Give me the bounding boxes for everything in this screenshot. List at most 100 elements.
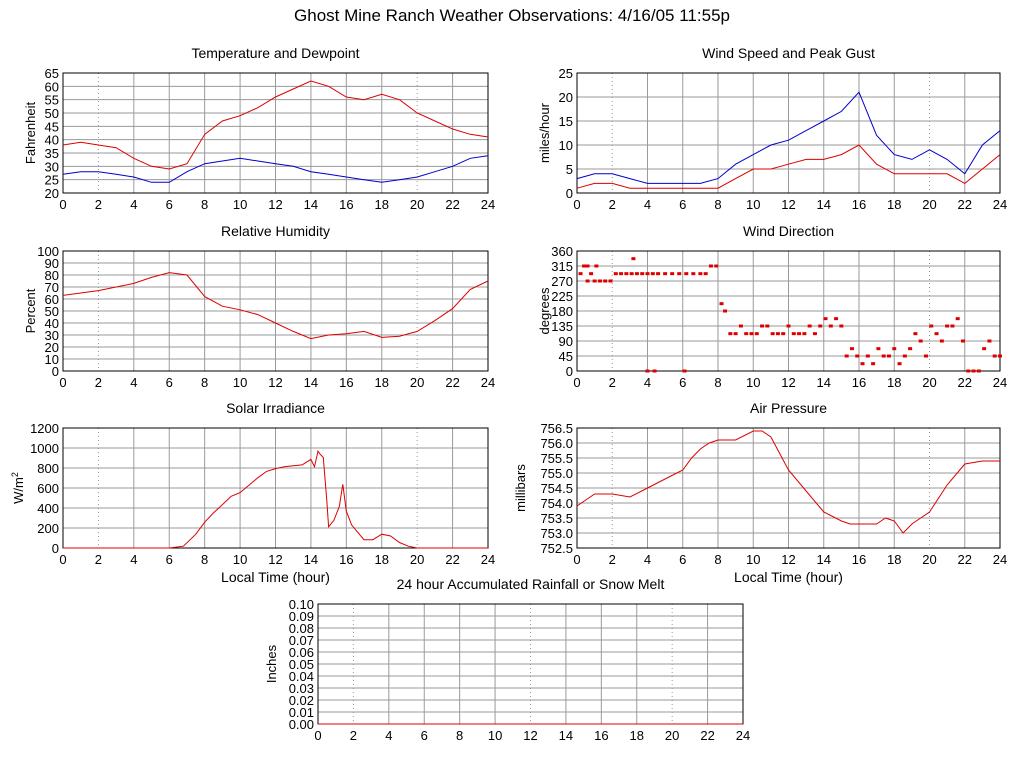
temp-ytick-label: 60 — [45, 79, 59, 94]
rain-ytick-label: 0.10 — [289, 597, 314, 612]
solar-xtick-label: 18 — [375, 552, 389, 567]
pressure-ytick-label: 755.0 — [540, 466, 573, 481]
pressure-xtick-label: 22 — [958, 552, 972, 567]
wdir-point — [629, 272, 634, 276]
rh-ytick-label: 0 — [52, 364, 59, 379]
wdir-point — [971, 369, 976, 373]
wdir-point — [582, 264, 587, 268]
pressure-ytick-label: 753.5 — [540, 511, 573, 526]
rh-xtick-label: 22 — [445, 375, 459, 390]
rain-xtick-label: 0 — [314, 728, 321, 743]
wdir-point — [934, 332, 939, 336]
pressure-xtick-label: 2 — [609, 552, 616, 567]
wdir-point — [918, 339, 923, 343]
pressure-ytick-label: 756.0 — [540, 436, 573, 451]
wdir-point — [589, 272, 594, 276]
wdir-xtick-label: 14 — [817, 375, 831, 390]
solar-xtick-label: 6 — [166, 552, 173, 567]
solar-xtick-label: 22 — [445, 552, 459, 567]
wdir-ylabel-text: degrees — [537, 287, 552, 334]
temp-series-blue — [62, 155, 489, 183]
wdir-point — [608, 279, 613, 283]
wdir-point — [929, 324, 934, 328]
rh-ytick-label: 60 — [45, 292, 59, 307]
rh-ytick-label: 90 — [45, 256, 59, 271]
rh-xtick-label: 4 — [130, 375, 137, 390]
rain-xtick-label: 4 — [385, 728, 392, 743]
rain-ytick-label: 0.00 — [289, 717, 314, 732]
temp-xtick-label: 4 — [130, 197, 137, 212]
rh-xtick-label: 6 — [166, 375, 173, 390]
pressure-series-red — [576, 430, 1000, 534]
rain-ytick-label: 0.07 — [289, 633, 314, 648]
solar-ylabel-sup: 2 — [10, 472, 20, 477]
wdir-point — [781, 332, 786, 336]
wdir-point — [733, 332, 738, 336]
temp-xtick-label: 8 — [201, 197, 208, 212]
wind-xtick-label: 20 — [922, 197, 936, 212]
wdir-xtick-label: 10 — [746, 375, 760, 390]
temp-xtick-label: 6 — [166, 197, 173, 212]
pressure-xtick-label: 6 — [679, 552, 686, 567]
wdir-xtick-label: 4 — [644, 375, 651, 390]
wdir-point — [797, 332, 802, 336]
wdir-point — [663, 272, 668, 276]
wdir-point — [834, 317, 839, 321]
rain-xtick-label: 10 — [488, 728, 502, 743]
rain-xtick-label: 20 — [665, 728, 679, 743]
wind-xtick-label: 8 — [714, 197, 721, 212]
rh-ytick-label: 100 — [37, 244, 59, 259]
wdir-point — [624, 272, 629, 276]
rh-series-red — [62, 272, 489, 340]
wind-ytick-label: 25 — [559, 66, 573, 81]
wdir-point — [594, 264, 599, 268]
wdir-point — [902, 354, 907, 358]
pressure-ytick-label: 756.5 — [540, 421, 573, 436]
solar-ytick-label: 600 — [37, 481, 59, 496]
solar-xtick-label: 0 — [59, 552, 66, 567]
wdir-point — [855, 354, 860, 358]
temp-ytick-label: 40 — [45, 133, 59, 148]
wdir-point — [987, 339, 992, 343]
wdir-xtick-label: 0 — [573, 375, 580, 390]
solar-ytick-label: 1000 — [30, 441, 59, 456]
page-title: Ghost Mine Ranch Weather Observations: 4… — [294, 6, 730, 25]
rh-xtick-label: 24 — [481, 375, 495, 390]
wdir-ytick-label: 180 — [551, 304, 573, 319]
solar-ytick-label: 200 — [37, 521, 59, 536]
wind-ytick-label: 5 — [566, 162, 573, 177]
wind-ytick-label: 20 — [559, 90, 573, 105]
wdir-point — [656, 272, 661, 276]
rain-ytick-label: 0.08 — [289, 621, 314, 636]
pressure-ytick-label: 752.5 — [540, 541, 573, 556]
solar-xtick-label: 14 — [304, 552, 318, 567]
solar-ytick-label: 400 — [37, 501, 59, 516]
rh-ytick-label: 30 — [45, 328, 59, 343]
wdir-xtick-label: 22 — [958, 375, 972, 390]
pressure-xlabel: Local Time (hour) — [734, 569, 843, 585]
wind-ylabel-text: miles/hour — [537, 102, 552, 163]
wind-xtick-label: 10 — [746, 197, 760, 212]
wind-xtick-label: 2 — [609, 197, 616, 212]
rh-xtick-label: 8 — [201, 375, 208, 390]
rain-xtick-label: 18 — [630, 728, 644, 743]
temp-xtick-label: 2 — [95, 197, 102, 212]
wdir-point — [703, 272, 708, 276]
rh-title: Relative Humidity — [221, 223, 330, 239]
temp-xtick-label: 24 — [481, 197, 495, 212]
pressure-ytick-label: 754.0 — [540, 496, 573, 511]
wdir-point — [714, 264, 719, 268]
wdir-point — [849, 347, 854, 351]
wind-xtick-label: 24 — [993, 197, 1007, 212]
solar-xtick-label: 20 — [410, 552, 424, 567]
temp-xtick-label: 22 — [445, 197, 459, 212]
wdir-point — [585, 279, 590, 283]
pressure-title: Air Pressure — [750, 400, 827, 416]
wdir-point — [765, 324, 770, 328]
rain-xtick-label: 22 — [700, 728, 714, 743]
wdir-point — [613, 272, 618, 276]
